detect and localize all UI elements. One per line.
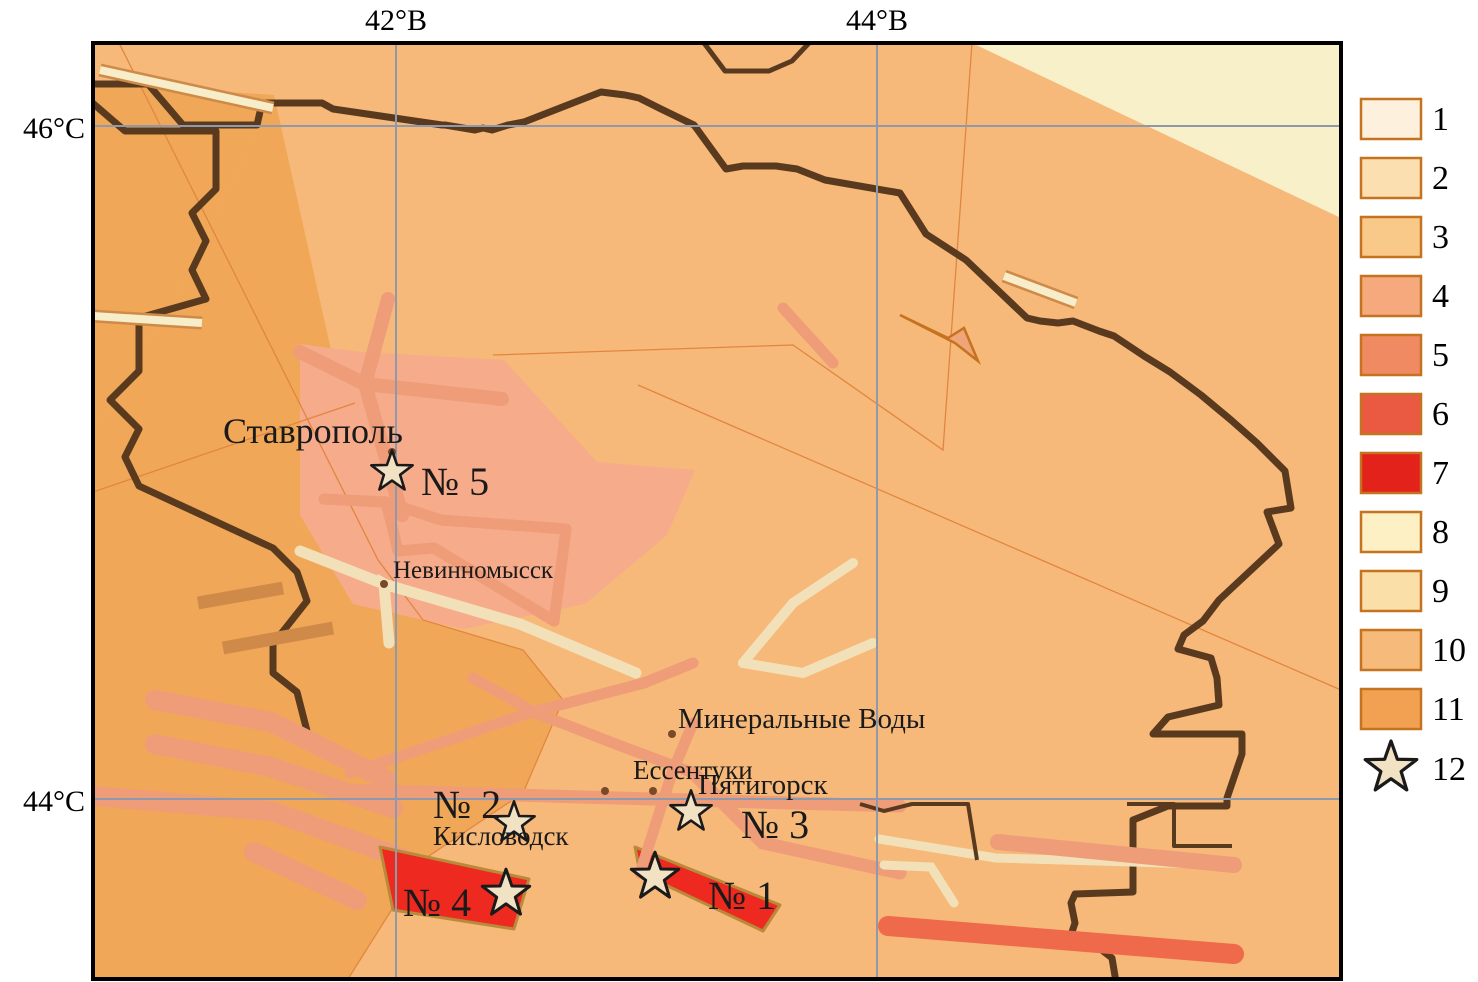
svg-text:7: 7: [1432, 455, 1449, 492]
svg-text:Минеральные Воды: Минеральные Воды: [678, 703, 925, 735]
svg-text:44°В: 44°В: [846, 4, 908, 37]
svg-text:6: 6: [1432, 396, 1449, 433]
svg-text:№ 5: № 5: [421, 459, 489, 504]
svg-text:46°С: 46°С: [23, 112, 85, 145]
svg-text:№ 4: № 4: [403, 880, 471, 925]
svg-text:Кисловодск: Кисловодск: [433, 821, 569, 851]
svg-text:10: 10: [1432, 632, 1466, 669]
svg-text:Ставрополь: Ставрополь: [223, 411, 403, 451]
svg-text:№ 1: № 1: [708, 873, 776, 918]
svg-text:№ 3: № 3: [741, 802, 809, 847]
svg-text:11: 11: [1432, 691, 1465, 728]
svg-text:4: 4: [1432, 278, 1449, 315]
svg-text:2: 2: [1432, 160, 1449, 197]
svg-text:1: 1: [1432, 101, 1449, 138]
svg-text:5: 5: [1432, 337, 1449, 374]
svg-text:8: 8: [1432, 514, 1449, 551]
svg-text:9: 9: [1432, 573, 1449, 610]
svg-text:Невинномысск: Невинномысск: [393, 557, 554, 584]
svg-text:Пятигорск: Пятигорск: [698, 769, 829, 801]
svg-text:44°С: 44°С: [23, 785, 85, 818]
svg-text:3: 3: [1432, 219, 1449, 256]
svg-text:12: 12: [1432, 751, 1466, 788]
svg-text:42°В: 42°В: [365, 4, 427, 37]
